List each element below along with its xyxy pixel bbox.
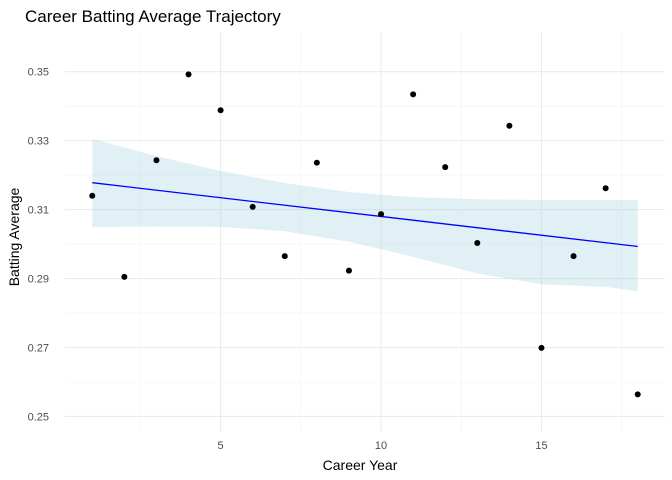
data-point [217,107,224,114]
data-point [570,253,577,260]
data-points [89,71,641,398]
data-point [378,211,385,218]
data-point [474,240,481,247]
data-point [506,122,513,129]
data-point [153,157,160,164]
data-point [281,253,288,260]
y-axis-title: Batting Average [6,187,22,286]
x-axis-ticks: 5 10 15 [218,440,548,452]
data-point [89,192,96,199]
y-tick-label: 0.25 [28,411,49,423]
y-tick-label: 0.35 [28,67,49,79]
y-tick-label: 0.29 [28,274,49,286]
data-point [121,273,128,280]
trend-line [92,182,638,248]
data-point [634,391,641,398]
data-point [538,344,545,351]
y-tick-label: 0.27 [28,343,49,355]
chart-title: Career Batting Average Trajectory [25,7,281,26]
data-point [313,159,320,166]
data-point [345,267,352,274]
trend-line-layer [92,182,638,248]
y-tick-label: 0.31 [28,205,49,217]
minor-gridlines [65,32,665,432]
data-point [185,71,192,78]
y-axis-ticks: 0.25 0.27 0.29 0.31 0.33 0.35 [28,67,49,424]
data-point [602,185,609,192]
x-tick-label: 10 [375,440,387,452]
data-point [249,203,256,210]
x-tick-label: 15 [535,440,547,452]
x-tick-label: 5 [218,440,224,452]
y-tick-label: 0.33 [28,136,49,148]
data-point [410,91,417,98]
major-gridlines [65,32,665,432]
x-axis-title: Career Year [323,457,398,473]
data-point [442,164,449,171]
